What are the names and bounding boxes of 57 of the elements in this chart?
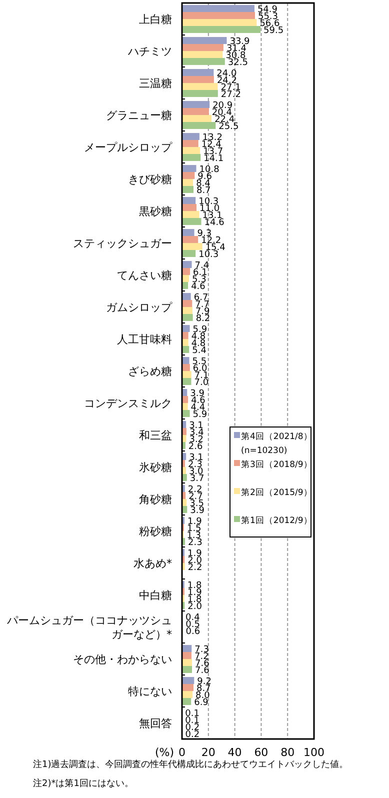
legend-label: 第3回（2018/9） xyxy=(241,459,312,470)
text: 注1)過去調査は、今回調査の性年代構成比にあわせてウエイトバックした値。 xyxy=(33,759,348,770)
y-tick-label: 水あめ* xyxy=(134,557,172,570)
legend-label: 第4回（2021/8） xyxy=(241,431,312,442)
x-tick-label: 100 xyxy=(304,746,324,759)
y-tick-label: コンデンスミルク xyxy=(84,397,172,410)
data-label: 0.2 xyxy=(185,730,200,740)
y-tick-label: 和三盆 xyxy=(139,429,172,442)
data-label: 14.1 xyxy=(204,154,224,164)
y-tick-label: 人工甘味料 xyxy=(117,333,172,346)
x-tick-label: 60 xyxy=(254,746,268,759)
x-tick-label: 80 xyxy=(280,746,295,759)
x-axis-title: (%) xyxy=(154,746,174,759)
legend-label: 第1回（2012/9） xyxy=(241,515,312,526)
data-label: 3.9 xyxy=(190,506,205,516)
data-label: 3.7 xyxy=(190,474,204,484)
y-tick-label: メープルシロップ xyxy=(84,141,173,154)
y-tick-label: ハチミツ xyxy=(127,45,172,58)
legend-label: 第2回（2015/9） xyxy=(241,487,312,498)
data-label: 2.6 xyxy=(188,442,204,452)
y-tick-label: 粉砂糖 xyxy=(139,525,172,538)
annotation: (n=10230) xyxy=(241,446,288,456)
data-label: 2.2 xyxy=(188,563,202,573)
y-tick-label: パームシュガー（ココナッツシュガーなど）* xyxy=(6,614,172,641)
y-tick-label: てんさい糖 xyxy=(117,269,172,282)
data-label: 2.3 xyxy=(188,538,202,548)
data-label: 6.9 xyxy=(194,698,209,708)
y-tick-label: 特にない xyxy=(128,685,172,698)
y-tick-label: 三温糖 xyxy=(139,77,172,90)
text: 注2)*は第1回にはない。 xyxy=(33,778,134,789)
data-label: 10.3 xyxy=(198,250,219,260)
y-tick-label: 中白糖 xyxy=(139,589,172,602)
data-label: 7.0 xyxy=(194,378,209,388)
y-tick-label: 角砂糖 xyxy=(139,493,172,506)
y-tick-label: ざらめ糖 xyxy=(128,365,172,378)
y-tick-label: 無回答 xyxy=(139,717,172,730)
y-tick-label: グラニュー糖 xyxy=(106,109,172,122)
y-tick-label: ガムシロップ xyxy=(106,301,173,314)
y-tick-label: その他・わからない xyxy=(73,653,172,666)
y-tick-label: 氷砂糖 xyxy=(139,461,172,474)
y-tick-label: スティックシュガー xyxy=(73,237,172,250)
data-label: 59.5 xyxy=(264,26,284,36)
data-label: 5.4 xyxy=(192,346,207,356)
y-tick-label: 黒砂糖 xyxy=(139,205,172,218)
data-label: 7.6 xyxy=(195,666,210,676)
data-label: 0.6 xyxy=(186,627,200,637)
data-label: 2.0 xyxy=(188,602,202,612)
x-tick-label: 0 xyxy=(178,746,186,759)
x-tick-label: 20 xyxy=(201,746,216,759)
data-label: 8.2 xyxy=(196,314,210,324)
data-label: 32.5 xyxy=(228,58,248,68)
data-label: 8.7 xyxy=(196,186,211,196)
y-tick-label: 上白糖 xyxy=(139,13,172,26)
x-tick-label: 40 xyxy=(228,746,242,759)
data-label: 5.9 xyxy=(192,410,208,420)
y-tick-label: きび砂糖 xyxy=(128,173,172,186)
data-label: 4.6 xyxy=(191,282,206,292)
